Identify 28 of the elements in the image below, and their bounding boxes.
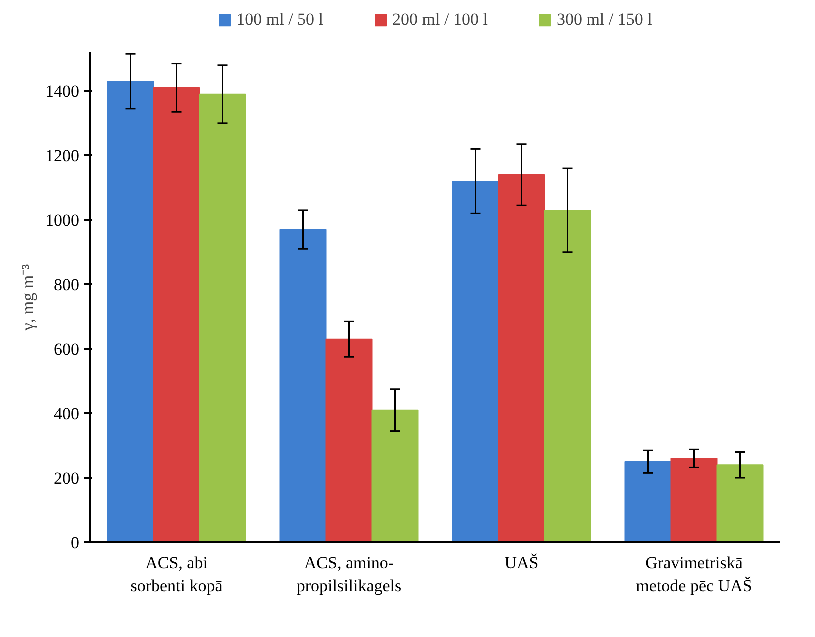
bar	[153, 87, 200, 542]
bar	[452, 180, 500, 542]
y-tick-label: 1000	[46, 211, 80, 230]
y-tick-label: 0	[71, 534, 80, 552]
legend-label: 300 ml / 150 l	[556, 10, 652, 30]
bar	[107, 81, 154, 542]
y-tick-label: 600	[54, 340, 80, 360]
bar	[716, 464, 764, 542]
bar	[498, 174, 546, 542]
bar	[670, 458, 718, 542]
bar	[280, 229, 327, 542]
y-tick-label: 1400	[46, 82, 80, 102]
x-tick-label: Gravimetriskā metode pēc UAŠ	[636, 554, 752, 596]
bar	[624, 461, 672, 542]
x-tick-label: ACS, amino- propilsilikagels	[296, 554, 402, 596]
bar	[199, 94, 246, 542]
x-tick-label: ACS, abi sorbenti kopā	[130, 554, 224, 596]
bar	[326, 338, 373, 542]
y-tick-label: 800	[54, 276, 80, 295]
bar	[544, 210, 592, 542]
y-tick-label: 400	[54, 404, 80, 424]
bar	[372, 410, 419, 542]
y-axis-title: γ, mg m⁻³	[18, 264, 38, 332]
legend-label: 100 ml / 50 l	[236, 10, 324, 30]
legend-label: 200 ml / 100 l	[392, 10, 488, 30]
x-tick-label: UAŠ	[504, 554, 539, 572]
y-tick-label: 1200	[46, 146, 80, 166]
y-tick-label: 200	[54, 469, 80, 488]
